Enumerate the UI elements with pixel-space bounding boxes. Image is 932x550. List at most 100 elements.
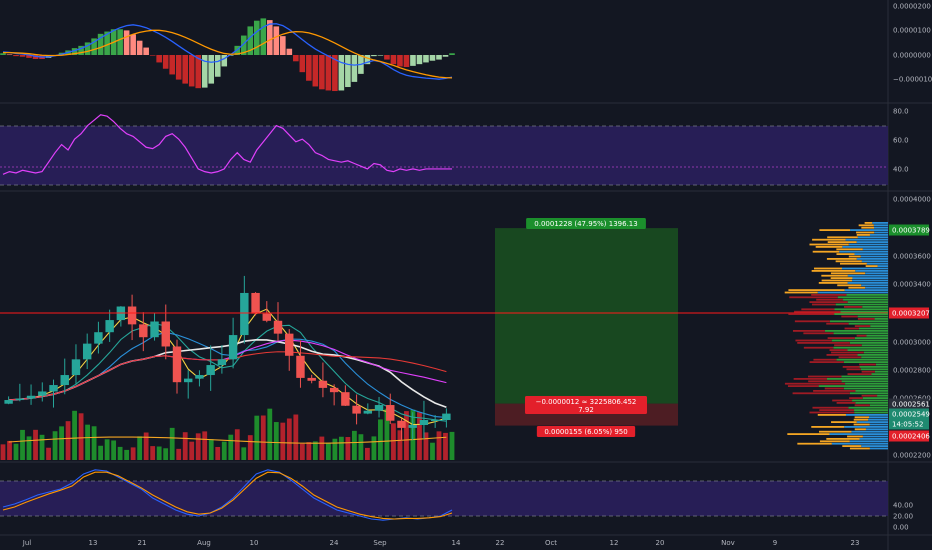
volume-bar [104, 439, 110, 460]
volume-profile-bar [845, 414, 888, 416]
volume-profile-bar [841, 380, 888, 383]
volume-profile-bar [792, 330, 825, 332]
macd-pane[interactable] [0, 18, 455, 92]
volume-profile-bar [812, 250, 840, 253]
macd-hist-bar [0, 53, 6, 55]
volume-profile-bar [865, 286, 888, 289]
price-axis-label: 0.0002800 [893, 367, 931, 375]
macd-hist-bar [156, 55, 162, 63]
volume-profile-bar [831, 421, 857, 423]
price-axis-label: 0.0003600 [893, 253, 931, 261]
macd-hist-bar [351, 55, 358, 82]
moving-average-line [8, 351, 447, 401]
volume-profile-bar [826, 354, 858, 356]
volume-profile-bar [835, 303, 888, 306]
volume-profile-bar [848, 243, 888, 246]
volume-profile-bar [836, 248, 863, 251]
volume-profile-bar [812, 238, 846, 241]
volume-profile-bar [831, 351, 864, 354]
price-axis[interactable]: 0.0000200 0.0000100 0.0000000 −0.0000100 80.… [889, 3, 932, 532]
volume-bar [52, 431, 58, 460]
volume-profile-bar [854, 337, 888, 339]
candle-body [285, 333, 294, 356]
candle-body [161, 321, 170, 347]
candle-body [150, 321, 159, 338]
volume-profile-bar [856, 334, 867, 337]
macd-hist-bar [143, 47, 149, 55]
volume-profile-bar [868, 418, 888, 421]
rsi-pane[interactable] [0, 114, 888, 186]
volume-profile-bar [854, 428, 866, 431]
position-profit-label: 0.0001228 (47.95%) 1396.13 [534, 220, 637, 228]
volume-profile-bar [833, 332, 888, 335]
macd-hist-bar [266, 20, 273, 55]
volume-profile-bar [841, 267, 888, 270]
volume-profile-bar [811, 294, 847, 296]
volume-profile-bar [834, 313, 888, 315]
volume-profile-bar [819, 409, 855, 411]
volume-profile-bar [865, 428, 888, 431]
price-pane[interactable]: 0.0001228 (47.95%) 1396.13 −0.0000012 ≈ 3… [0, 218, 888, 460]
volume-profile-bar [848, 286, 866, 289]
volume-profile-bar [856, 241, 888, 243]
volume-bar [78, 413, 84, 460]
volume-profile-bar [837, 284, 862, 287]
time-axis-label: 14 [452, 539, 461, 547]
volume-bar [443, 432, 448, 460]
volume-bar [13, 443, 19, 460]
volume-profile-bar [831, 339, 888, 342]
volume-profile-bar [846, 368, 861, 371]
volume-profile-bar [866, 334, 888, 337]
macd-hist-bar [84, 42, 91, 55]
volume-profile-bar [824, 387, 844, 390]
macd-hist-bar [97, 33, 104, 55]
volume-profile-bar [827, 236, 858, 239]
volume-profile-bar [803, 346, 834, 349]
volume-profile-bar [826, 438, 860, 440]
volume-bar [7, 440, 12, 460]
volume-profile-bar [865, 272, 888, 275]
volume-bar [143, 432, 149, 460]
volume-profile-bar [830, 272, 866, 275]
candle-body [60, 375, 69, 386]
volume-profile-bar [794, 320, 830, 323]
volume-profile-bar [788, 289, 845, 291]
volume-bar [247, 435, 253, 460]
volume-profile-bar [873, 224, 888, 227]
volume-profile-bar [874, 370, 888, 373]
volume-bar [163, 448, 169, 460]
time-axis-label: Aug [197, 539, 211, 547]
macd-hist-bar [240, 35, 247, 55]
candle-body [307, 377, 316, 381]
macd-hist-bar [91, 38, 97, 55]
stoch-pane[interactable] [0, 469, 888, 521]
candle-body [430, 420, 440, 422]
volume-profile-bar [807, 375, 842, 378]
candle-body [251, 292, 260, 314]
volume-profile-bar [849, 342, 888, 344]
price-tag-timer-bg [889, 418, 929, 430]
volume-profile-bar [841, 375, 888, 378]
volume-bar [124, 449, 130, 460]
volume-profile-bar [816, 298, 844, 301]
macd-hist-bar [162, 55, 169, 69]
volume-profile-bar [818, 385, 888, 387]
volume-profile-bar [811, 270, 856, 272]
price-tag-line-bg [889, 307, 929, 319]
volume-profile-bar [789, 296, 838, 299]
volume-profile-bar [831, 442, 888, 445]
volume-profile-bar [861, 394, 878, 397]
volume-profile-bar [855, 270, 888, 272]
volume-profile-bar [869, 234, 888, 236]
moving-average-line [8, 323, 447, 422]
position-profit-zone[interactable] [495, 228, 678, 404]
volume-profile-bar [855, 402, 888, 404]
volume-profile-bar [808, 380, 842, 383]
volume-profile-bar [837, 296, 888, 299]
volume-bar [241, 447, 247, 460]
volume-profile-bar [869, 447, 888, 450]
volume-profile-bar [813, 358, 837, 361]
time-axis[interactable]: Jul 13 21 Aug 10 24 Sep 14 22 Oct 12 20 Nov 9 23 [22, 539, 860, 547]
macd-hist-bar [169, 55, 175, 75]
